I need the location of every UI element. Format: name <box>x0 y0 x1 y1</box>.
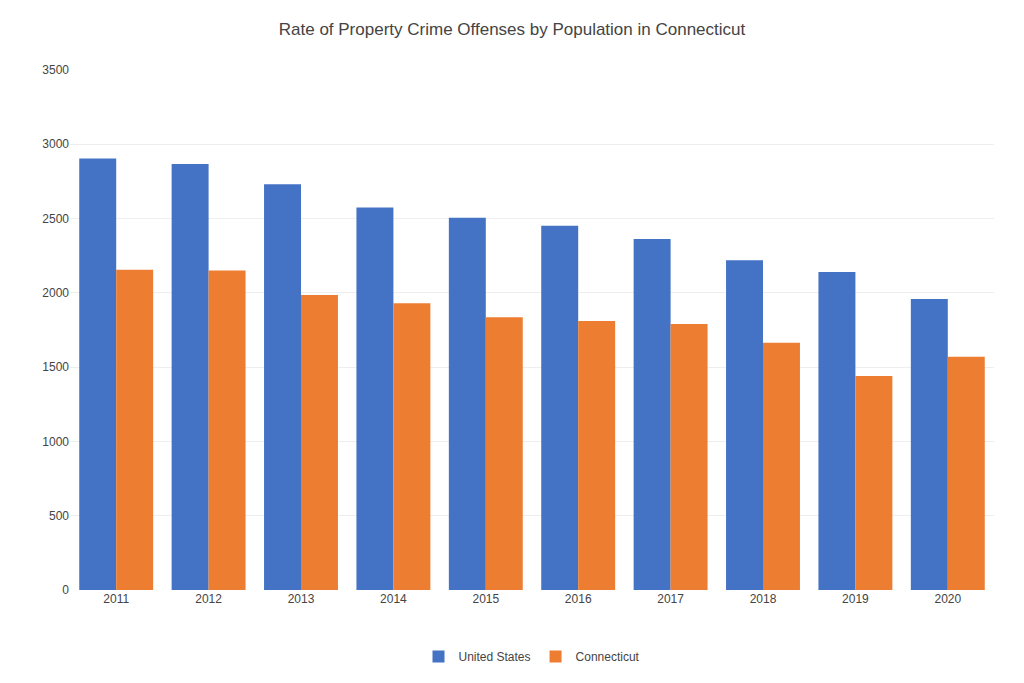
svg-text:1000: 1000 <box>42 435 69 449</box>
svg-text:2019: 2019 <box>842 592 869 606</box>
svg-text:2016: 2016 <box>565 592 592 606</box>
svg-text:1500: 1500 <box>42 360 69 374</box>
svg-text:United States: United States <box>459 650 531 664</box>
svg-text:2015: 2015 <box>472 592 499 606</box>
svg-text:2500: 2500 <box>42 212 69 226</box>
svg-text:500: 500 <box>49 509 69 523</box>
svg-text:2014: 2014 <box>380 592 407 606</box>
svg-text:2020: 2020 <box>934 592 961 606</box>
svg-text:2012: 2012 <box>195 592 222 606</box>
svg-text:2011: 2011 <box>103 592 129 606</box>
svg-text:2013: 2013 <box>288 592 315 606</box>
svg-text:Rate of Property Crime Offense: Rate of Property Crime Offenses by Popul… <box>279 20 746 39</box>
svg-text:Connecticut: Connecticut <box>576 650 640 664</box>
svg-text:0: 0 <box>62 583 69 597</box>
svg-text:2000: 2000 <box>42 286 69 300</box>
svg-text:2018: 2018 <box>750 592 777 606</box>
svg-text:3500: 3500 <box>42 63 69 77</box>
svg-text:3000: 3000 <box>42 137 69 151</box>
svg-text:2017: 2017 <box>657 592 684 606</box>
